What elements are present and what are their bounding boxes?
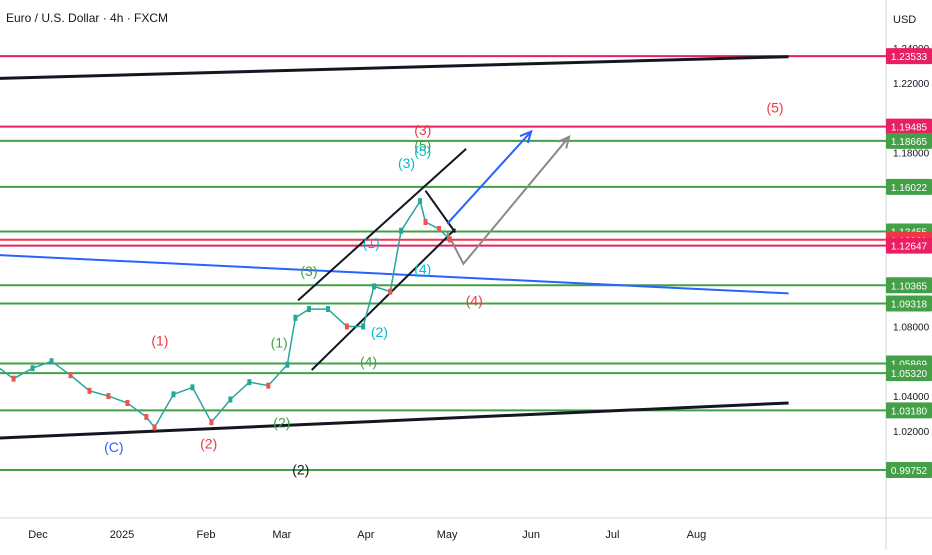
price-candle [306,306,311,313]
wave-label: (4) [466,293,483,309]
y-tick-label: 1.04000 [893,392,930,403]
trendline-channel-upper [297,148,467,302]
level-price-label: 1.18665 [891,137,928,148]
wave-label: (C) [104,439,123,455]
level-price-label: 0.99752 [891,466,928,477]
price-line [0,199,451,429]
y-tick-label: 1.22000 [893,79,930,90]
price-candle [372,283,376,290]
price-candle [447,236,452,243]
wave-label: (1) [363,235,380,251]
wave-label: (3) [414,122,431,138]
price-candle [293,314,298,321]
wave-label: (2) [292,461,309,477]
x-tick-label: Dec [28,529,48,541]
price-candle [247,379,252,386]
price-candle [388,288,393,295]
level-price-label: 1.05320 [891,369,928,380]
price-candle [68,372,73,379]
level-price-label: 1.23533 [891,52,928,63]
wave-label: (5) [766,99,783,115]
price-candle [325,306,330,313]
level-price-tag [886,48,932,65]
x-tick-label: Apr [357,529,374,541]
y-tick-label: 1.02000 [893,427,930,438]
level-price-label: 1.09318 [891,300,928,311]
wave-label: (5) [414,138,431,154]
level-price-tag [886,237,932,254]
price-candle [228,396,233,403]
wave-label: (2) [200,435,217,451]
level-price-label: 1.16022 [891,183,928,194]
level-price-tag [886,118,932,135]
wave-label: (3) [300,263,317,279]
price-candle [87,387,92,394]
level-price-label: 1.19485 [891,123,928,134]
projection-arrowhead [557,134,571,149]
wave-label: (1) [151,333,168,349]
trendline-corrective-leg [424,190,457,234]
level-price-label: 1.12647 [891,242,928,253]
currency-label[interactable]: USD [893,14,917,26]
price-candle [144,413,149,420]
projection-arrowhead [519,129,533,144]
x-tick-label: Aug [687,529,707,541]
y-tick-label: 1.18000 [893,148,930,159]
wave-label: (2) [273,414,290,430]
x-tick-label: Jul [605,529,619,541]
level-price-tag [886,462,932,478]
level-price-label: 1.10365 [891,281,928,292]
trendline-projection-blue [446,130,532,225]
level-price-label: 1.03180 [891,406,928,417]
wave-label: (5) [414,143,431,159]
price-candle [152,424,157,431]
price-candle [209,419,214,426]
price-candle [437,225,442,232]
level-price-tag [886,132,932,149]
trendline-channel-lower [310,228,457,371]
chart-title: Euro / U.S. Dollar · 4h · FXCM [6,11,169,25]
price-candle [418,198,423,205]
trendline-black-lower [0,401,789,440]
price-candle [266,382,271,389]
x-tick-label: Feb [197,529,216,541]
wave-label: (1) [271,334,288,350]
price-candle [190,384,195,391]
level-price-tag [886,365,932,382]
x-tick-label: 2025 [110,529,134,541]
price-candle [399,227,404,234]
wave-label: (3) [398,155,415,171]
price-candle [171,391,176,398]
x-tick-label: May [437,529,458,541]
trendline-black-upper [0,55,789,80]
price-candle [344,323,349,330]
y-tick-label: 1.08000 [893,322,930,333]
price-candle [30,365,35,372]
x-tick-label: Mar [272,529,291,541]
price-candle [285,361,290,368]
trendline-blue [0,254,789,295]
level-price-label: 1.05869 [891,360,928,371]
price-candle [423,219,428,226]
price-candle [11,375,16,382]
trendline-projection-gray [446,136,570,266]
price-candle [361,323,366,330]
level-price-tag [886,295,932,312]
wave-label: (4) [360,353,377,369]
x-tick-label: Jun [522,529,540,541]
price-candle [49,358,54,365]
price-candle [106,393,111,400]
level-price-tag [886,402,932,419]
level-price-tag [886,178,932,195]
wave-label: (4) [414,261,431,277]
wave-label: (2) [371,324,388,340]
price-candle [125,400,130,407]
level-price-tag [886,277,932,294]
